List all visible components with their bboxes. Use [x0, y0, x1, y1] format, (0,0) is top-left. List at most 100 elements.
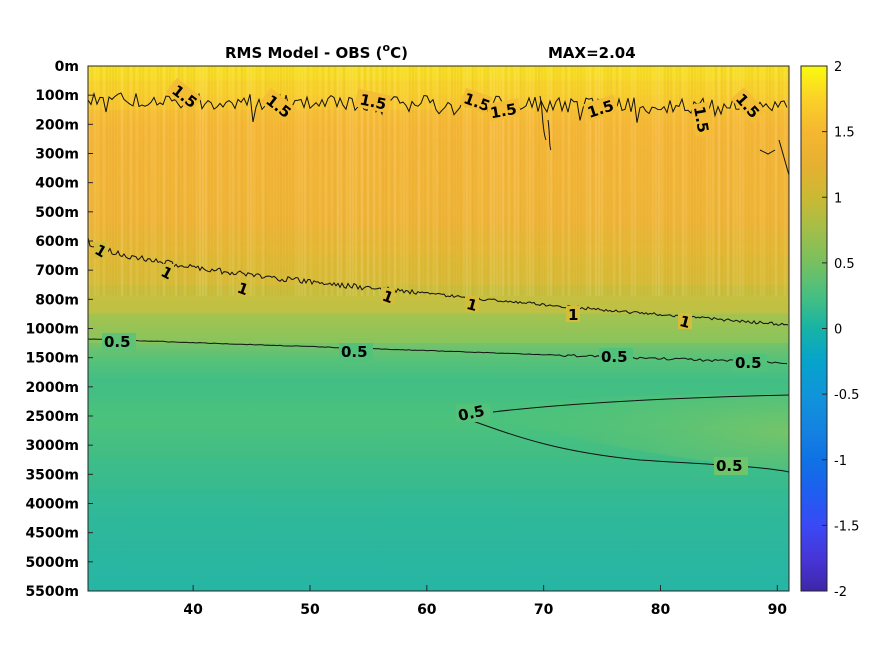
contour-label-bg [714, 457, 748, 475]
texture-stripe [157, 66, 159, 296]
texture-stripe [223, 66, 225, 296]
texture-stripe [316, 66, 318, 296]
contour-label: 1.5 [690, 105, 712, 134]
texture-stripe [115, 66, 117, 296]
texture-stripe [586, 66, 588, 296]
texture-stripe [625, 66, 627, 296]
texture-stripe [694, 66, 696, 296]
field-row [88, 109, 789, 139]
texture-stripe [580, 66, 582, 296]
texture-stripe [397, 66, 399, 296]
field-row [88, 459, 789, 489]
texture-stripe [226, 66, 228, 296]
texture-stripe [745, 66, 747, 296]
texture-stripe [652, 66, 654, 296]
texture-stripe [112, 66, 114, 296]
texture-stripe [565, 66, 567, 296]
colorbar-tick-label: -1.5 [834, 519, 859, 534]
y-tick-label: 5500m [25, 584, 79, 600]
contour-label-bg [165, 78, 203, 112]
texture-stripe [724, 66, 726, 296]
texture-stripe [532, 66, 534, 296]
texture-stripe [313, 66, 315, 296]
contour-labels-1: 1 1 1 1 1 1 1 [92, 241, 693, 332]
texture-stripe [127, 66, 129, 296]
plot-area: 1.5 1.5 1.5 1.5 1.5 1.5 1.5 1.5 1 1 1 1 [88, 66, 789, 591]
texture-stripe [232, 66, 234, 296]
texture-stripe [613, 66, 615, 296]
texture-stripe [319, 66, 321, 296]
texture-stripe [322, 66, 324, 296]
texture-stripe [478, 66, 480, 296]
texture-stripe [400, 66, 402, 296]
texture-stripe [412, 66, 414, 296]
colorbar-tick-label: 0 [834, 323, 842, 338]
texture-stripe [583, 66, 585, 296]
texture-stripe [163, 66, 165, 296]
texture-stripe [541, 66, 543, 296]
texture-stripe [376, 66, 378, 296]
texture-stripe [382, 66, 384, 296]
texture-stripe [460, 66, 462, 296]
y-tick-label: 3000m [25, 438, 79, 454]
texture-stripe [640, 66, 642, 296]
contour-label-bg [160, 264, 174, 280]
texture-stripe [697, 66, 699, 296]
texture-stripe [433, 66, 435, 296]
texture-stripe [481, 66, 483, 296]
x-tick-label: 80 [651, 602, 671, 618]
texture-stripe [607, 66, 609, 296]
texture-stripe [451, 66, 453, 296]
field-row [88, 488, 789, 519]
colorbar-tick-label: -1 [834, 454, 847, 469]
texture-stripe [346, 66, 348, 296]
field-background [88, 66, 789, 591]
texture-stripe [571, 66, 573, 296]
texture-stripe [487, 66, 489, 296]
texture-stripe [562, 66, 564, 296]
texture-stripe [436, 66, 438, 296]
texture-stripe [736, 66, 738, 296]
texture-stripe [622, 66, 624, 296]
texture-stripe [97, 66, 99, 296]
texture-stripe [277, 66, 279, 296]
texture-stripe [526, 66, 528, 296]
texture-stripe [679, 66, 681, 296]
texture-stripe [406, 66, 408, 296]
texture-stripe [775, 66, 777, 296]
texture-stripe [331, 66, 333, 296]
texture-stripe [556, 66, 558, 296]
texture-stripe [778, 66, 780, 296]
texture-stripe [253, 66, 255, 296]
x-tick-label: 50 [300, 602, 320, 618]
texture-stripe [739, 66, 741, 296]
y-tick-label: 4500m [25, 526, 79, 542]
texture-stripe [754, 66, 756, 296]
contour-line-0.5-deep-upper [492, 394, 789, 413]
texture-stripe [118, 66, 120, 296]
colorbar: 2 1.5 1 0.5 0 -0.5 -1 -1.5 -2 [800, 60, 859, 600]
texture-stripe [559, 66, 561, 296]
texture-stripe [148, 66, 150, 296]
texture-stripe [544, 66, 546, 296]
contour-label: 0.5 [601, 348, 628, 366]
texture-stripe [463, 66, 465, 296]
texture-stripe [523, 66, 525, 296]
texture-stripe [766, 66, 768, 296]
texture-stripe [529, 66, 531, 296]
contour-label-bg [381, 288, 395, 304]
texture-stripe [187, 66, 189, 296]
texture-stripe [202, 66, 204, 296]
texture-stripe [295, 66, 297, 296]
field-row [88, 343, 789, 373]
contour-line-0.5 [88, 338, 788, 365]
texture-stripe [256, 66, 258, 296]
contour-line-1.5-spikes [539, 95, 789, 176]
texture-stripe [682, 66, 684, 296]
texture-stripe [730, 66, 732, 296]
contour-label-bg [102, 333, 136, 351]
texture-stripe [265, 66, 267, 296]
texture-stripe [394, 66, 396, 296]
texture-stripe [424, 66, 426, 296]
